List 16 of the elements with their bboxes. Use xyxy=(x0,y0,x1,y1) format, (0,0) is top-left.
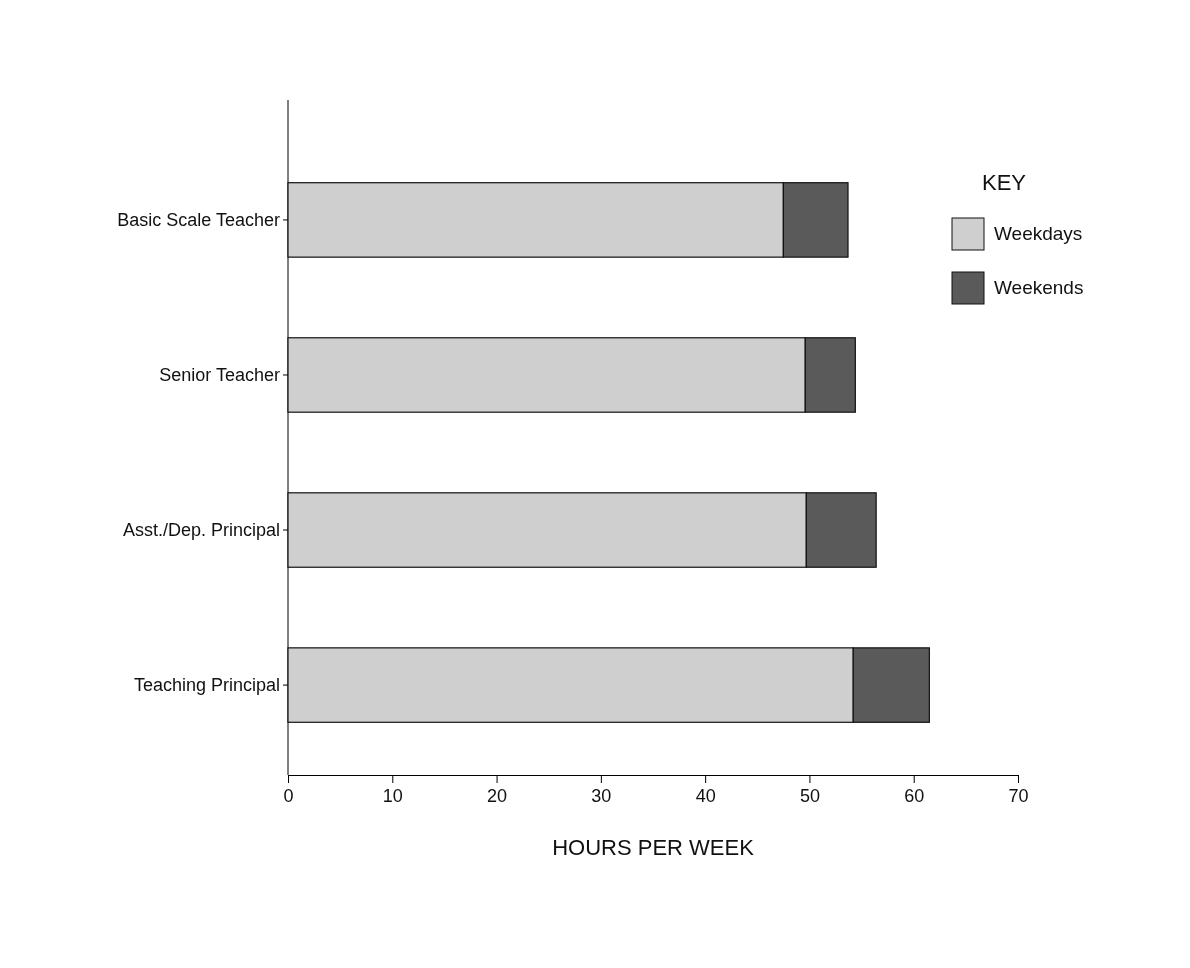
legend-title: KEY xyxy=(981,170,1027,195)
y-tick-label: Senior Teacher xyxy=(159,364,280,385)
x-tick-label: 10 xyxy=(382,786,403,807)
x-tick-label: 0 xyxy=(283,786,294,807)
x-tick-label: 20 xyxy=(487,786,508,807)
x-tick-label: 70 xyxy=(1008,786,1029,807)
y-tick-label: Basic Scale Teacher xyxy=(117,209,280,230)
x-axis-title: HOURS PER WEEK xyxy=(552,835,755,860)
x-tick-label: 60 xyxy=(904,786,925,807)
y-tick-label: Asst./Dep. Principal xyxy=(122,519,280,540)
legend-label: Weekends xyxy=(994,277,1084,298)
x-tick-label: 30 xyxy=(591,786,612,807)
legend-label: Weekdays xyxy=(994,223,1083,244)
y-tick-label: Teaching Principal xyxy=(133,674,280,695)
x-tick-label: 40 xyxy=(695,786,716,807)
x-tick-label: 50 xyxy=(799,786,820,807)
